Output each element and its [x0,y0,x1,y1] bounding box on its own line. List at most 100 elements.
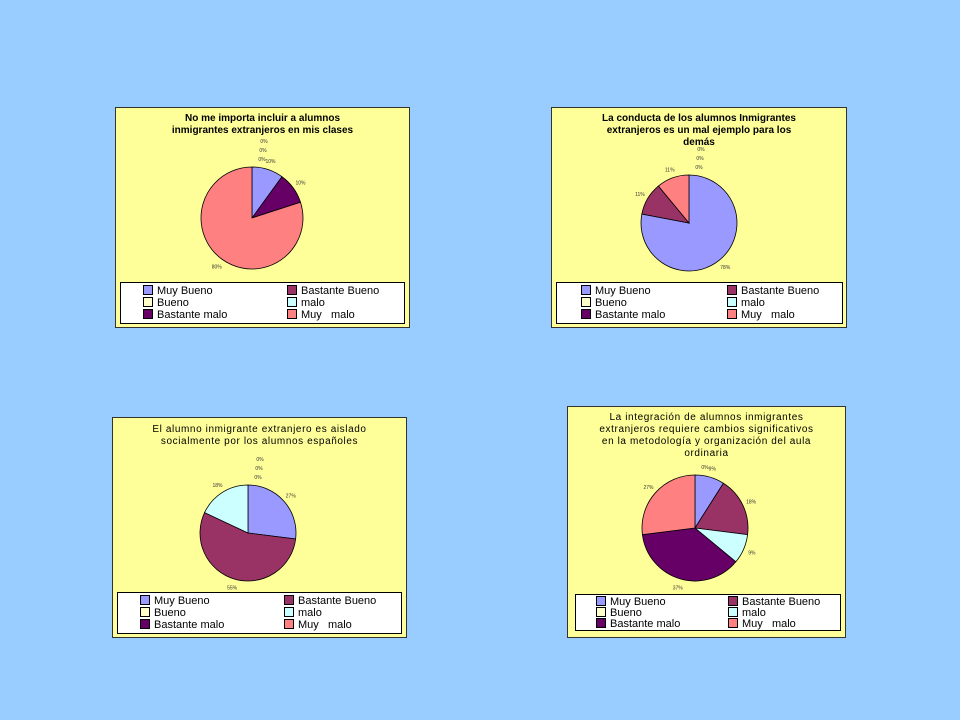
legend-label: malo [298,607,322,619]
legend-label: Bueno [157,297,189,309]
legend-item: Bastante malo [140,619,224,631]
legend-swatch [287,309,297,319]
pie-chart: 27% 55% 0% 18% 0% 0% [199,457,297,592]
pie-data-label: 78% [720,265,731,271]
pie-data-label: 10% [265,159,276,165]
pie-data-label: 0% [697,147,705,153]
pie-data-label: 0% [259,148,267,154]
legend-label: Bueno [610,607,642,619]
pie-slice-malo [204,484,249,534]
legend-label: Bueno [154,607,186,619]
legend-item: Bastante malo [143,309,227,321]
legend-item: Muy Bueno [596,596,666,608]
pie-data-label: 11% [665,167,675,173]
legend-swatch [287,285,297,295]
legend-item: Muy malo [287,309,355,321]
pie-data-label: 0% [260,139,268,145]
legend-item: Muy malo [727,309,795,321]
legend-item: Bastante Bueno [728,596,820,608]
legend-label: Muy Bueno [610,596,666,608]
pie-data-label: 0% [255,466,263,472]
chart-title: La conducta de los alumnos Inmigrantes e… [602,113,796,148]
legend-swatch [727,297,737,307]
chart-panel-4: La integración de alumnos inmigrantes ex… [567,406,846,638]
legend-item: Bastante Bueno [727,285,819,297]
pie-slice-bastante-bueno [199,512,297,582]
legend-label: Muy malo [301,309,355,321]
legend-label: malo [741,297,765,309]
chart-panel-3: El alumno inmigrante extranjero es aisla… [112,417,407,638]
legend-swatch [728,607,738,617]
legend-label: Bastante Bueno [298,595,377,607]
legend-label: Muy Bueno [157,285,213,297]
legend-swatch [284,607,294,617]
pie-chart: 10%0%0%0%10%80% [200,139,306,271]
legend-swatch [581,309,591,319]
legend-label: Muy malo [298,619,352,631]
legend-swatch [581,285,591,295]
pie-data-label: 0% [254,475,262,481]
legend-item: malo [284,607,322,619]
pie-slice-bastante-bueno [694,482,749,536]
legend-swatch [581,297,591,307]
legend-label: Bastante Bueno [741,285,820,297]
legend-label: Muy Bueno [154,595,210,607]
legend-item: Muy Bueno [143,285,213,297]
legend-swatch [728,618,738,628]
legend-label: Bastante Bueno [301,285,380,297]
pie-data-label: 9% [709,467,717,473]
legend-label: Bastante malo [595,309,666,321]
pie-slice-muy-bueno [247,484,297,540]
chart-title: La integración de alumnos inmigrantes ex… [599,412,814,459]
legend-swatch [596,607,606,617]
legend-item: Muy malo [284,619,352,631]
legend: Muy Bueno Bastante Bueno Bueno malo Bast… [556,282,843,324]
legend-label: Bastante malo [610,618,681,630]
legend-item: Bueno [140,607,186,619]
legend-swatch [596,618,606,628]
pie-data-label: 0% [258,157,266,163]
pie-data-label: 0% [701,465,709,471]
chart-panel-1: No me importa incluir a alumnos inmigran… [115,107,410,328]
pie-data-label: 37% [673,586,684,592]
legend-item: malo [728,607,766,619]
pie-data-label: 0% [695,165,703,171]
legend-item: malo [287,297,325,309]
legend-swatch [284,595,294,605]
pie-data-label: 55% [227,586,238,592]
legend-label: Muy malo [741,309,795,321]
pie-data-label: 80% [212,265,223,271]
legend: Muy Bueno Bastante Bueno Bueno malo Bast… [120,282,405,324]
legend-item: Bastante Bueno [284,595,376,607]
legend-swatch [140,607,150,617]
legend-item: malo [727,297,765,309]
legend-item: Muy Bueno [581,285,651,297]
legend-swatch [143,309,153,319]
legend-swatch [727,309,737,319]
pie-data-label: 27% [286,493,297,499]
legend-label: Bueno [595,297,627,309]
legend-item: Bueno [596,607,642,619]
legend-swatch [140,595,150,605]
legend: Muy Bueno Bastante Bueno Bueno malo Bast… [117,592,402,634]
legend-label: Bastante malo [157,309,228,321]
legend-label: malo [301,297,325,309]
legend-item: Bastante malo [581,309,665,321]
pie-chart: 78% 11% 0% 0% 0% 11% [635,147,738,272]
legend-item: Muy malo [728,618,796,630]
legend-item: Muy Bueno [140,595,210,607]
pie-data-label: 18% [212,483,223,489]
legend: Muy Bueno Bastante Bueno Bueno malo Bast… [575,594,841,631]
legend-swatch [287,297,297,307]
pie-chart: 9%18%0%9%37%27% [641,465,757,592]
legend-label: Muy malo [742,618,796,630]
legend-swatch [143,297,153,307]
legend-swatch [140,619,150,629]
chart-panel-2: La conducta de los alumnos Inmigrantes e… [551,107,847,328]
legend-label: Bastante malo [154,619,225,631]
pie-data-label: 0% [256,457,264,463]
legend-label: Muy Bueno [595,285,651,297]
legend-label: Bastante Bueno [742,596,821,608]
pie-slice-muy-malo [200,166,304,270]
legend-label: malo [742,607,766,619]
